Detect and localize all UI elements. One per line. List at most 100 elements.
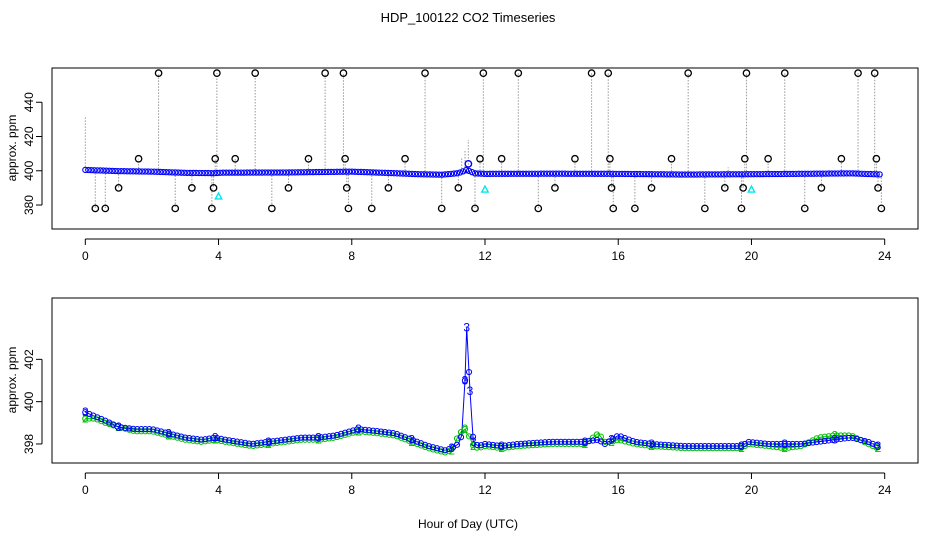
series-3-marker: 3 [831,433,838,447]
main-point [735,171,742,178]
main-point [726,171,733,178]
outlier-point [209,184,218,192]
main-point [741,171,748,178]
outlier-point [367,204,376,213]
series-3-point [493,442,501,449]
series-3-point [413,438,421,445]
series-3-point [729,442,736,450]
series-3-point [190,435,197,442]
main-point [549,170,557,177]
series-3-point [266,438,273,445]
series-3-point [501,442,509,449]
series-3-point [310,434,317,441]
main-point [435,171,443,178]
main-point [259,169,266,176]
main-point [516,170,524,177]
series-3-point [557,438,565,445]
series-2-point [346,430,353,437]
main-point [756,170,763,178]
main-point [145,168,152,175]
series-3-point [254,440,261,447]
series-3-point [214,434,221,442]
main-point [429,171,437,178]
series-3-point [833,436,840,443]
series-3-point [405,435,413,442]
main-point [690,171,697,178]
main-point [495,170,503,177]
main-point [687,171,694,178]
outlier-point [454,184,463,192]
main-point [190,169,197,177]
outlier-point [471,204,479,213]
series-2-point [453,435,461,442]
series-3-point [681,442,688,450]
series-2-marker: 2 [470,439,477,453]
series-3-point [689,442,696,450]
series-3-point [174,432,181,439]
series-2-point [597,433,605,440]
outlier-point [739,184,747,192]
top-x-axis: 0 4 8 12 16 20 24 [82,238,892,263]
main-point [753,171,760,178]
main-point [849,170,856,177]
main-point [229,169,236,176]
series-3-point [697,442,704,450]
outlier-point [720,184,729,192]
main-point [498,170,506,177]
series-2-point [413,440,421,447]
series-3-point [134,426,141,433]
main-point [672,171,680,178]
main-point [339,168,347,175]
series-3-point [781,440,788,448]
series-3-point [242,439,249,447]
main-point [393,170,401,177]
series-3-point [797,440,804,448]
main-point [504,170,512,177]
series-3-point [338,430,345,437]
series-3-point [549,438,557,445]
outlier-point [534,204,543,213]
main-point [765,170,772,178]
main-point [522,170,530,177]
main-point [729,171,736,178]
outlier-point [339,69,348,77]
main-point [816,170,823,177]
series-3-point [122,424,129,431]
series-3-point [258,439,265,446]
series-3-point [529,439,537,447]
main-point [139,168,146,175]
main-point [205,169,212,177]
main-point [714,171,721,178]
series-2-point [821,433,828,440]
main-point [97,167,104,174]
series-3-point [773,440,780,448]
main-point [567,170,575,177]
main-point [193,169,200,177]
series-2-point [182,436,189,443]
series-2-point [222,438,229,445]
series-3-point [801,440,808,447]
main-point [876,171,883,178]
main-point [217,169,224,176]
series-3-point [389,430,397,437]
main-point [253,169,260,176]
outlier-point [514,69,523,77]
main-point [738,171,745,178]
series-3-point [334,431,341,439]
main-point [283,169,290,176]
series-3-point [685,442,692,450]
main-point [130,168,137,175]
series-3-point [821,437,828,445]
main-point [510,170,518,177]
main-point [486,170,494,177]
series-2-point [94,416,101,423]
series-3-point [469,433,477,440]
top-x-tick-label: 12 [478,249,492,263]
outlier-point [667,154,676,163]
series-2-point [813,435,820,442]
top-highlight-series [214,184,756,200]
series-3-point [421,441,429,448]
main-point [783,170,790,178]
main-point [124,168,131,175]
top-x-tick-label: 20 [745,249,759,263]
